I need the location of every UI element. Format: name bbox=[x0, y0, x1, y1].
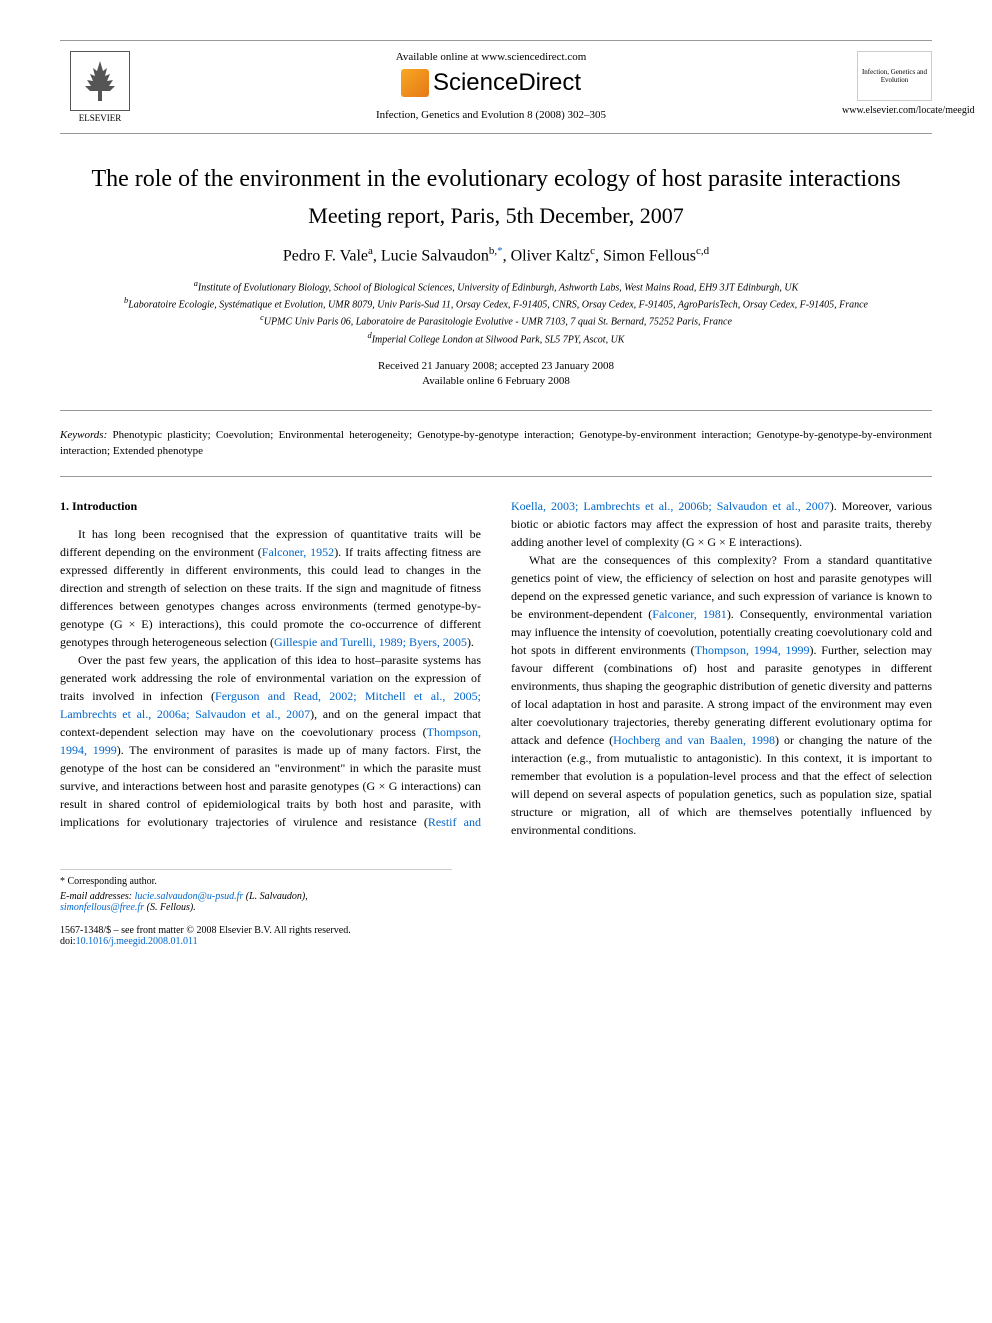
corresponding-author-label: * Corresponding author. bbox=[60, 876, 452, 887]
available-date: Available online 6 February 2008 bbox=[422, 375, 570, 387]
author-4-sup: c,d bbox=[696, 245, 709, 257]
divider-bottom bbox=[60, 476, 932, 477]
paragraph-3: What are the consequences of this comple… bbox=[511, 551, 932, 839]
elsevier-text: ELSEVIER bbox=[60, 113, 140, 123]
para3-text-4: ) or changing the nature of the interact… bbox=[511, 733, 932, 837]
para1-text-2: ). If traits affecting fitness are expre… bbox=[60, 545, 481, 649]
received-date: Received 21 January 2008; accepted 23 Ja… bbox=[378, 360, 614, 372]
doi-label: doi: bbox=[60, 936, 76, 947]
email-1-name: (L. Salvaudon), bbox=[246, 891, 308, 902]
author-3: Oliver Kaltz bbox=[511, 248, 591, 265]
doi-link[interactable]: 10.1016/j.meegid.2008.01.011 bbox=[76, 936, 198, 947]
author-2-aff: b, bbox=[489, 245, 497, 257]
citation-thompson-b[interactable]: Thompson, 1994, 1999 bbox=[695, 643, 810, 657]
journal-reference: Infection, Genetics and Evolution 8 (200… bbox=[140, 109, 842, 121]
para3-text-3: ). Further, selection may favour differe… bbox=[511, 643, 932, 747]
affiliation-d: Imperial College London at Silwood Park,… bbox=[372, 334, 625, 345]
citation-gillespie-byers[interactable]: Gillespie and Turelli, 1989; Byers, 2005 bbox=[274, 635, 467, 649]
journal-cover: Infection, Genetics and Evolution www.el… bbox=[842, 51, 932, 116]
affiliation-b: Laboratoire Ecologie, Systématique et Ev… bbox=[128, 299, 868, 310]
author-1-sup: a bbox=[368, 245, 373, 257]
sciencedirect-logo: ScienceDirect bbox=[140, 69, 842, 97]
para2-text-3: ). The environment of parasites is made … bbox=[60, 743, 481, 829]
paragraph-1: It has long been recognised that the exp… bbox=[60, 525, 481, 651]
sciencedirect-icon bbox=[401, 69, 429, 97]
body-columns: 1. Introduction It has long been recogni… bbox=[60, 497, 932, 839]
keywords-label: Keywords: bbox=[60, 429, 107, 441]
citation-falconer-1981[interactable]: Falconer, 1981 bbox=[652, 607, 727, 621]
citation-hochberg[interactable]: Hochberg and van Baalen, 1998 bbox=[613, 733, 775, 747]
article-dates: Received 21 January 2008; accepted 23 Ja… bbox=[60, 359, 932, 390]
keywords-text: Phenotypic plasticity; Coevolution; Envi… bbox=[60, 429, 932, 458]
center-header: Available online at www.sciencedirect.co… bbox=[140, 51, 842, 121]
author-2-star: * bbox=[497, 245, 503, 257]
available-online-text: Available online at www.sciencedirect.co… bbox=[140, 51, 842, 63]
elsevier-logo: ELSEVIER bbox=[60, 51, 140, 123]
journal-url: www.elsevier.com/locate/meegid bbox=[842, 105, 932, 116]
keywords-section: Keywords: Phenotypic plasticity; Coevolu… bbox=[60, 427, 932, 460]
journal-cover-title: Infection, Genetics and Evolution bbox=[860, 68, 929, 84]
author-2-sup: b,* bbox=[489, 245, 503, 257]
copyright-line: 1567-1348/$ – see front matter © 2008 El… bbox=[60, 925, 932, 936]
authors-line: Pedro F. Valea, Lucie Salvaudonb,*, Oliv… bbox=[60, 245, 932, 265]
author-4: Simon Fellous bbox=[603, 248, 696, 265]
affiliation-a: Institute of Evolutionary Biology, Schoo… bbox=[198, 282, 798, 293]
article-subtitle: Meeting report, Paris, 5th December, 200… bbox=[60, 203, 932, 229]
doi-line: doi:10.1016/j.meegid.2008.01.011 bbox=[60, 936, 932, 947]
divider-top bbox=[60, 410, 932, 411]
sciencedirect-text: ScienceDirect bbox=[433, 69, 581, 97]
elsevier-tree-icon bbox=[70, 51, 130, 111]
author-1: Pedro F. Vale bbox=[283, 248, 368, 265]
email-salvaudon[interactable]: lucie.salvaudon@u-psud.fr bbox=[135, 891, 244, 902]
email-2-name: (S. Fellous). bbox=[147, 902, 196, 913]
journal-cover-image: Infection, Genetics and Evolution bbox=[857, 51, 932, 101]
affiliations: aInstitute of Evolutionary Biology, Scho… bbox=[60, 278, 932, 347]
article-title: The role of the environment in the evolu… bbox=[60, 164, 932, 195]
email-label: E-mail addresses: bbox=[60, 891, 132, 902]
footer-section: * Corresponding author. E-mail addresses… bbox=[60, 869, 452, 913]
affiliation-c: UPMC Univ Paris 06, Laboratoire de Paras… bbox=[264, 317, 732, 328]
header-bar: ELSEVIER Available online at www.science… bbox=[60, 40, 932, 134]
citation-falconer-1952[interactable]: Falconer, 1952 bbox=[262, 545, 334, 559]
email-fellous[interactable]: simonfellous@free.fr bbox=[60, 902, 144, 913]
author-2: Lucie Salvaudon bbox=[381, 248, 489, 265]
para1-text-3: ). bbox=[467, 635, 474, 649]
footer-emails: E-mail addresses: lucie.salvaudon@u-psud… bbox=[60, 891, 452, 913]
section-1-heading: 1. Introduction bbox=[60, 497, 481, 515]
author-3-sup: c bbox=[590, 245, 595, 257]
